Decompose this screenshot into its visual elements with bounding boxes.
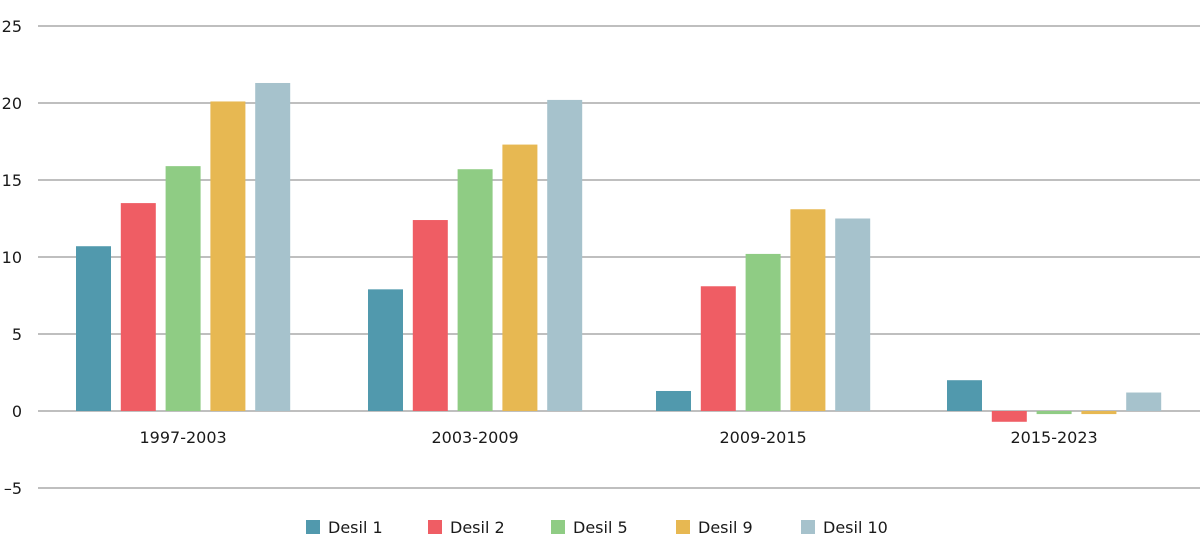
legend-label: Desil 10 — [823, 518, 888, 537]
bar — [700, 286, 736, 411]
bar — [457, 169, 493, 411]
bar — [412, 220, 448, 411]
legend-swatch — [306, 520, 320, 534]
legend-swatch — [551, 520, 565, 534]
legend-label: Desil 2 — [450, 518, 505, 537]
legend-swatch — [676, 520, 690, 534]
x-tick-label: 2009-2015 — [719, 428, 806, 447]
bar — [1126, 392, 1162, 411]
bar — [368, 289, 403, 411]
bars — [76, 82, 1162, 422]
bar — [120, 203, 156, 411]
legend-label: Desil 5 — [573, 518, 628, 537]
y-tick-label: 25 — [2, 17, 22, 36]
y-tick-label: 20 — [2, 94, 22, 113]
legend-label: Desil 1 — [328, 518, 383, 537]
bar — [1036, 411, 1072, 415]
y-tick-label: 0 — [12, 402, 22, 421]
y-tick-label: –5 — [4, 479, 22, 498]
bar — [76, 246, 111, 411]
bar — [165, 166, 201, 411]
bar — [991, 411, 1027, 422]
bar — [210, 101, 246, 412]
x-tick-label: 2003-2009 — [431, 428, 518, 447]
y-axis-ticks: 25 20 15 10 5 0 –5 — [2, 17, 22, 498]
bar — [255, 82, 291, 411]
legend-label: Desil 9 — [698, 518, 753, 537]
bar — [835, 218, 871, 411]
bar — [502, 144, 538, 411]
bar — [1081, 411, 1117, 415]
legend-swatch — [428, 520, 442, 534]
x-tick-label: 1997-2003 — [139, 428, 226, 447]
y-tick-label: 5 — [12, 325, 22, 344]
legend: Desil 1 Desil 2 Desil 5 Desil 9 Desil 10 — [306, 518, 888, 537]
legend-swatch — [801, 520, 815, 534]
y-tick-label: 15 — [2, 171, 22, 190]
bar — [656, 390, 691, 411]
bar — [947, 380, 982, 411]
bar — [790, 209, 826, 411]
x-axis-labels: 1997-2003 2003-2009 2009-2015 2015-2023 — [139, 428, 1097, 447]
bar — [745, 253, 781, 411]
x-tick-label: 2015-2023 — [1010, 428, 1097, 447]
bar — [547, 99, 583, 412]
y-tick-label: 10 — [2, 248, 22, 267]
